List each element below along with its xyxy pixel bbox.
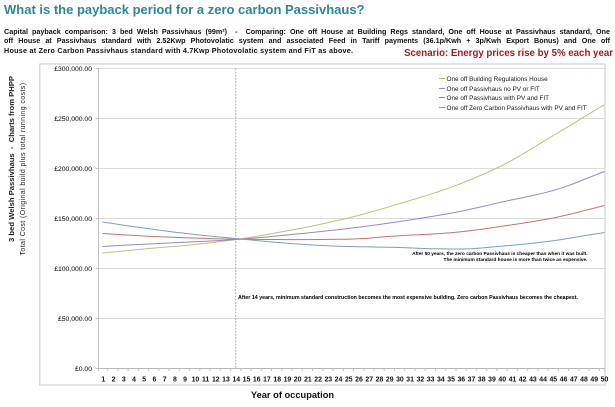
svg-text:1: 1 <box>101 377 105 384</box>
svg-text:10: 10 <box>192 377 200 384</box>
svg-text:20: 20 <box>294 377 302 384</box>
svg-text:47: 47 <box>570 377 578 384</box>
svg-text:30: 30 <box>396 377 404 384</box>
svg-text:26: 26 <box>355 377 363 384</box>
svg-text:4: 4 <box>132 377 136 384</box>
svg-text:48: 48 <box>580 377 588 384</box>
svg-text:43: 43 <box>529 377 537 384</box>
svg-text:14: 14 <box>232 377 240 384</box>
svg-text:45: 45 <box>549 377 557 384</box>
svg-text:29: 29 <box>386 377 394 384</box>
svg-text:33: 33 <box>427 377 435 384</box>
svg-text:38: 38 <box>478 377 486 384</box>
svg-text:35: 35 <box>447 377 455 384</box>
svg-text:6: 6 <box>152 377 156 384</box>
svg-text:18: 18 <box>273 377 281 384</box>
svg-text:37: 37 <box>468 377 476 384</box>
svg-text:19: 19 <box>284 377 292 384</box>
svg-text:12: 12 <box>212 377 220 384</box>
svg-text:21: 21 <box>304 377 312 384</box>
svg-text:22: 22 <box>314 377 322 384</box>
svg-text:13: 13 <box>222 377 230 384</box>
svg-text:3: 3 <box>122 377 126 384</box>
svg-text:49: 49 <box>590 377 598 384</box>
svg-text:25: 25 <box>345 377 353 384</box>
svg-text:17: 17 <box>263 377 271 384</box>
svg-text:42: 42 <box>519 377 527 384</box>
svg-text:41: 41 <box>509 377 517 384</box>
svg-text:50: 50 <box>601 377 609 384</box>
svg-text:2: 2 <box>112 377 116 384</box>
svg-text:34: 34 <box>437 377 445 384</box>
svg-text:27: 27 <box>365 377 373 384</box>
svg-text:8: 8 <box>173 377 177 384</box>
svg-text:£0.00: £0.00 <box>75 366 92 373</box>
svg-text:24: 24 <box>335 377 343 384</box>
svg-text:11: 11 <box>202 377 209 384</box>
svg-text:£50,000.00: £50,000.00 <box>58 316 92 323</box>
svg-text:£300,000.00: £300,000.00 <box>54 66 92 73</box>
svg-text:£200,000.00: £200,000.00 <box>54 166 92 173</box>
svg-text:31: 31 <box>406 377 414 384</box>
svg-text:15: 15 <box>243 377 251 384</box>
svg-text:9: 9 <box>183 377 187 384</box>
svg-text:32: 32 <box>417 377 425 384</box>
svg-text:23: 23 <box>324 377 332 384</box>
svg-text:£250,000.00: £250,000.00 <box>54 116 92 123</box>
svg-text:16: 16 <box>253 377 261 384</box>
svg-text:40: 40 <box>498 377 506 384</box>
svg-text:5: 5 <box>142 377 146 384</box>
svg-text:39: 39 <box>488 377 496 384</box>
svg-text:£150,000.00: £150,000.00 <box>54 216 92 223</box>
svg-text:46: 46 <box>560 377 568 384</box>
svg-text:£100,000.00: £100,000.00 <box>54 266 92 273</box>
svg-text:7: 7 <box>163 377 167 384</box>
svg-text:36: 36 <box>457 377 465 384</box>
svg-text:44: 44 <box>539 377 547 384</box>
svg-text:28: 28 <box>376 377 384 384</box>
